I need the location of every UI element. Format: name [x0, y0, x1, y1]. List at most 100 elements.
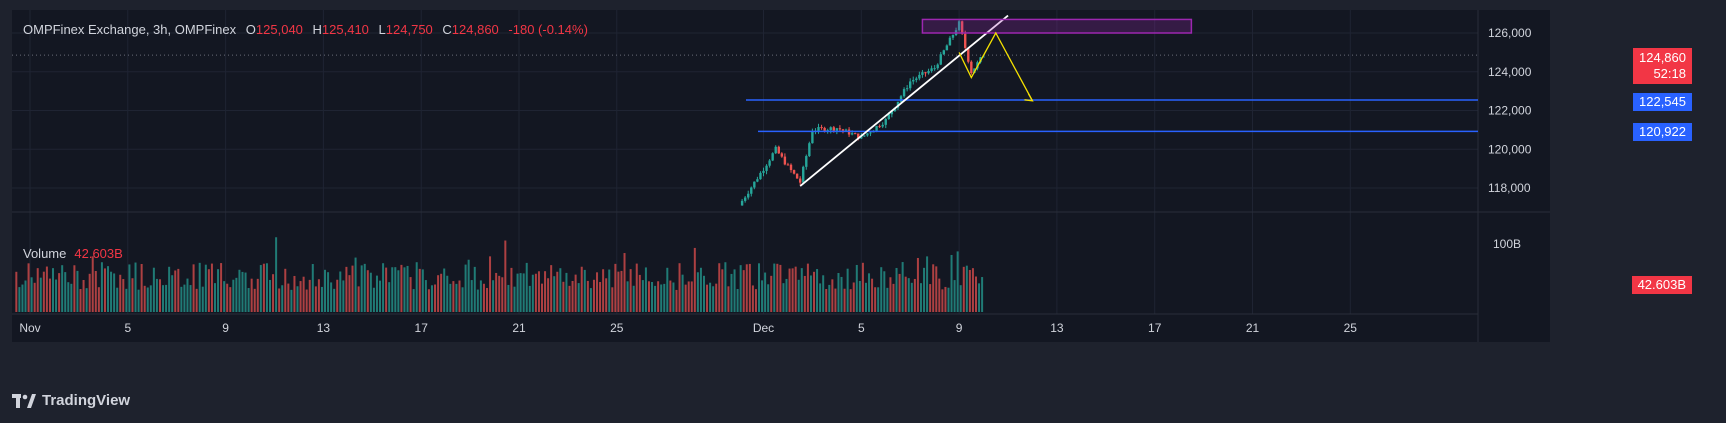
volume-bar	[495, 272, 498, 312]
volume-bar	[632, 285, 635, 312]
volume-label[interactable]: Volume	[23, 246, 67, 261]
volume-bar	[886, 287, 889, 312]
volume-bar	[394, 267, 397, 312]
volume-bar	[253, 288, 256, 312]
volume-bar	[767, 284, 770, 312]
volume-bar	[800, 268, 803, 312]
price-tick-label: 122,000	[1488, 104, 1532, 118]
volume-value: 42.603B	[74, 246, 123, 261]
symbol-title[interactable]: OMPFinex Exchange, 3h, OMPFinex	[23, 22, 237, 37]
candle-body	[835, 128, 839, 131]
volume-bar	[207, 269, 210, 312]
level-1-tag: 122,545	[1633, 93, 1692, 111]
candle-body	[774, 146, 777, 154]
volume-bar	[354, 257, 357, 312]
volume-bar	[379, 280, 382, 312]
volume-bar	[424, 280, 427, 312]
volume-bar	[926, 256, 929, 312]
volume-bar	[507, 284, 510, 312]
time-tick-label: 5	[124, 321, 131, 335]
open-label: O	[245, 22, 256, 37]
candle-body	[795, 173, 799, 179]
time-tick-label: 21	[512, 321, 526, 335]
volume-bar	[944, 286, 947, 312]
volume-bar	[596, 272, 599, 312]
volume-bar	[531, 274, 534, 312]
volume-bar	[519, 273, 522, 312]
volume-bar	[339, 271, 342, 312]
volume-bar	[333, 288, 336, 312]
candle-body	[759, 172, 762, 180]
volume-bar	[730, 273, 733, 312]
volume-bar	[464, 264, 467, 312]
volume-bar	[116, 287, 119, 312]
volume-bar	[168, 266, 171, 312]
volume-bar	[718, 263, 721, 312]
volume-bar	[907, 278, 910, 312]
volume-bar	[861, 262, 864, 312]
volume-bar	[201, 286, 204, 312]
volume-bar	[128, 264, 131, 312]
tradingview-logo[interactable]: TradingView	[12, 392, 130, 409]
volume-bar	[932, 264, 935, 312]
volume-bar	[85, 288, 88, 312]
volume-bar	[693, 247, 696, 312]
candle-body	[798, 178, 802, 183]
candle-body	[811, 131, 814, 144]
volume-bar	[657, 281, 660, 312]
volume-bar	[391, 267, 394, 312]
volume-bar	[748, 263, 751, 312]
time-tick-label: 25	[610, 321, 624, 335]
volume-bar	[192, 264, 195, 312]
volume-bar	[171, 275, 174, 312]
volume-bar	[733, 269, 736, 312]
candle-body	[756, 179, 759, 182]
volume-bar	[140, 263, 143, 312]
volume-bar	[492, 280, 495, 312]
volume-bar	[580, 266, 583, 312]
candle-body	[960, 21, 964, 34]
candle-body	[945, 45, 949, 51]
candle-body	[930, 68, 933, 71]
volume-bar	[183, 284, 186, 312]
volume-bar	[840, 276, 843, 312]
candle-body	[939, 54, 942, 65]
volume-bar	[443, 268, 446, 312]
volume-bar	[345, 266, 348, 312]
volume-bar	[244, 272, 247, 312]
volume-bar	[382, 263, 385, 312]
candle-body	[905, 88, 909, 90]
volume-bar	[97, 287, 100, 312]
volume-bar	[348, 275, 351, 312]
volume-bar	[48, 278, 51, 312]
candle-body	[743, 197, 747, 201]
volume-bar	[198, 262, 201, 312]
volume-bar	[858, 280, 861, 312]
volume-bar	[684, 284, 687, 312]
volume-bar	[21, 284, 24, 312]
projection-arrowhead	[1024, 93, 1034, 102]
candle-body	[792, 170, 796, 174]
time-tick-label: 13	[317, 321, 331, 335]
volume-bar	[76, 270, 79, 312]
volume-bar	[119, 274, 122, 312]
volume-bar	[437, 275, 440, 312]
volume-bar	[52, 268, 55, 312]
candle-body	[921, 72, 924, 75]
volume-bar	[217, 269, 220, 312]
volume-bar	[311, 264, 314, 312]
volume-bar	[42, 271, 45, 312]
volume-bar	[547, 278, 550, 312]
volume-bar	[721, 269, 724, 312]
candle-body	[863, 135, 866, 137]
time-tick-label: Nov	[19, 321, 40, 335]
volume-bar	[644, 267, 647, 312]
candle-body	[808, 143, 811, 157]
volume-bar	[64, 272, 67, 312]
bar-countdown: 52:18	[1653, 66, 1686, 81]
volume-bar	[583, 269, 586, 312]
volume-bar	[681, 274, 684, 312]
volume-bar	[525, 262, 528, 312]
volume-bar	[797, 279, 800, 312]
